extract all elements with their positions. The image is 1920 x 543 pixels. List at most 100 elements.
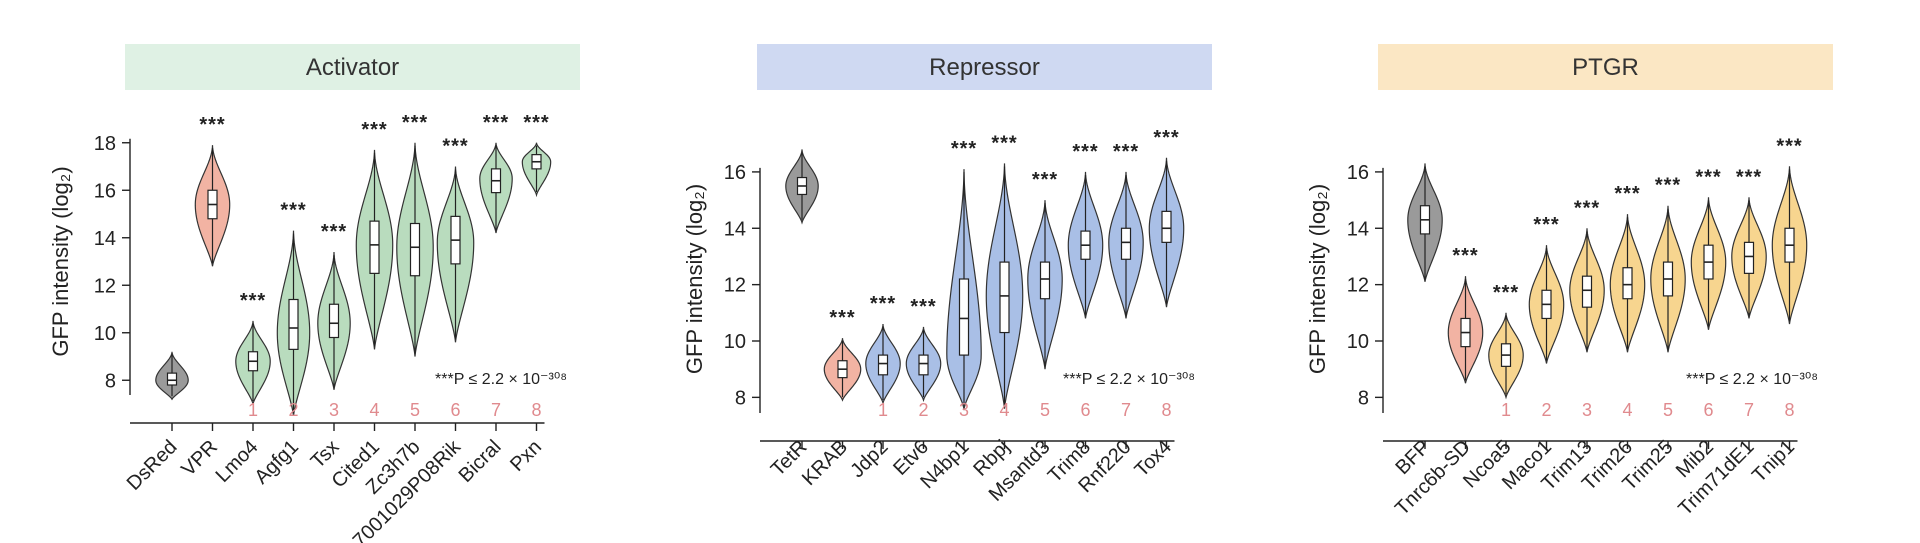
y-tick-label: 10 [724,331,746,353]
p-value-note: ***P ≤ 2.2 × 10⁻³⁰⁸ [1063,371,1195,388]
box-rnf220 [1120,227,1132,260]
category-label-bicral: Bicral [455,436,506,487]
y-tick-label: 16 [94,180,116,202]
panel-header-background [757,44,1212,90]
significance-trim71de1: *** [1736,166,1762,188]
box-trim26 [1622,267,1633,300]
box-agfg1 [288,298,299,350]
index-number-trim71de1: 7 [1744,400,1754,420]
category-label-krab: KRAB [798,436,852,490]
index-number-agfg1: 2 [288,400,298,420]
category-label-agfg1: Agfg1 [251,436,304,489]
significance-trim13: *** [1574,197,1600,219]
significance-tox4: *** [1153,127,1179,149]
significance-zc3h7b: *** [402,112,428,134]
index-number-trim25: 5 [1663,400,1673,420]
y-tick-label: 16 [1347,162,1369,184]
significance-trim25: *** [1655,175,1681,197]
significance-etv6: *** [910,296,936,318]
box-zc3h7b [409,222,421,277]
y-tick-label: 14 [1347,218,1369,240]
index-number-maco1: 2 [1541,400,1551,420]
category-label-tox4: Tox4 [1131,436,1176,481]
panel-header-background [125,44,580,90]
index-number-tsx: 3 [329,400,339,420]
significance-bicral: *** [483,112,509,134]
index-number-msantd3: 5 [1040,400,1050,420]
index-number-bicral: 7 [491,400,501,420]
category-label-jdp2: Jdp2 [846,436,892,482]
index-number-lmo4: 1 [248,400,258,420]
p-value-note: ***P ≤ 2.2 × 10⁻³⁰⁸ [435,371,567,388]
significance-vpr: *** [199,114,225,136]
y-tick-label: 8 [735,387,746,409]
index-number-mib2: 6 [1703,400,1713,420]
index-number-pxn: 8 [531,400,541,420]
index-number-trim8: 6 [1080,400,1090,420]
p-value-note: ***P ≤ 2.2 × 10⁻³⁰⁸ [1686,371,1818,388]
significance-agfg1: *** [280,200,306,222]
y-tick-label: 12 [1347,275,1369,297]
significance-krab: *** [829,307,855,329]
y-tick-label: 16 [724,162,746,184]
index-number-etv6: 2 [918,400,928,420]
panel-title: Repressor [929,54,1040,81]
index-number-cited1: 4 [369,400,379,420]
significance-rbpj: *** [991,132,1017,154]
panel-title: PTGR [1572,54,1639,81]
panel-header-background [1378,44,1833,90]
box-rbpj [999,261,1010,334]
significance-tnip1: *** [1776,135,1802,157]
index-number-7001029p08rik: 6 [450,400,460,420]
index-number-ncoa5: 1 [1501,400,1511,420]
significance-n4bp1: *** [951,138,977,160]
y-tick-label: 14 [724,218,746,240]
y-axis-label: GFP intensity (log₂) [682,184,707,374]
index-number-jdp2: 1 [878,400,888,420]
box-etv6 [918,354,929,376]
significance-jdp2: *** [870,293,896,315]
box-tsx [328,303,340,339]
box-msantd3 [1039,261,1051,300]
significance-7001029p08rik: *** [442,136,468,158]
category-label-lmo4: Lmo4 [212,436,263,487]
significance-cited1: *** [361,119,387,141]
index-number-zc3h7b: 5 [410,400,420,420]
significance-lmo4: *** [240,290,266,312]
category-label-pxn: Pxn [506,436,546,476]
index-number-n4bp1: 3 [959,400,969,420]
y-tick-label: 12 [94,275,116,297]
significance-maco1: *** [1533,214,1559,236]
y-tick-label: 8 [105,370,116,392]
index-number-rbpj: 4 [999,400,1009,420]
significance-tsx: *** [321,221,347,243]
y-tick-label: 10 [1347,331,1369,353]
box-jdp2 [877,354,889,376]
y-tick-label: 12 [724,275,746,297]
index-number-trim13: 3 [1582,400,1592,420]
significance-tnrc6b-sd: *** [1452,245,1478,267]
significance-mib2: *** [1695,166,1721,188]
box-dsred [166,372,178,386]
significance-msantd3: *** [1032,169,1058,191]
significance-ncoa5: *** [1493,282,1519,304]
box-trim71de1 [1743,241,1755,274]
y-tick-label: 8 [1358,387,1369,409]
y-axis-label: GFP intensity (log₂) [48,166,73,356]
y-tick-label: 14 [94,228,116,250]
category-label-tnip1: Tnip1 [1748,436,1799,487]
index-number-trim26: 4 [1622,400,1632,420]
y-tick-label: 18 [94,133,116,155]
index-number-rnf220: 7 [1121,400,1131,420]
panel-title: Activator [306,54,399,81]
y-tick-label: 10 [94,323,116,345]
box-cited1 [369,220,380,274]
category-label-dsred: DsRed [123,436,182,495]
index-number-tox4: 8 [1161,400,1171,420]
box-n4bp1 [958,278,970,356]
significance-trim8: *** [1072,141,1098,163]
